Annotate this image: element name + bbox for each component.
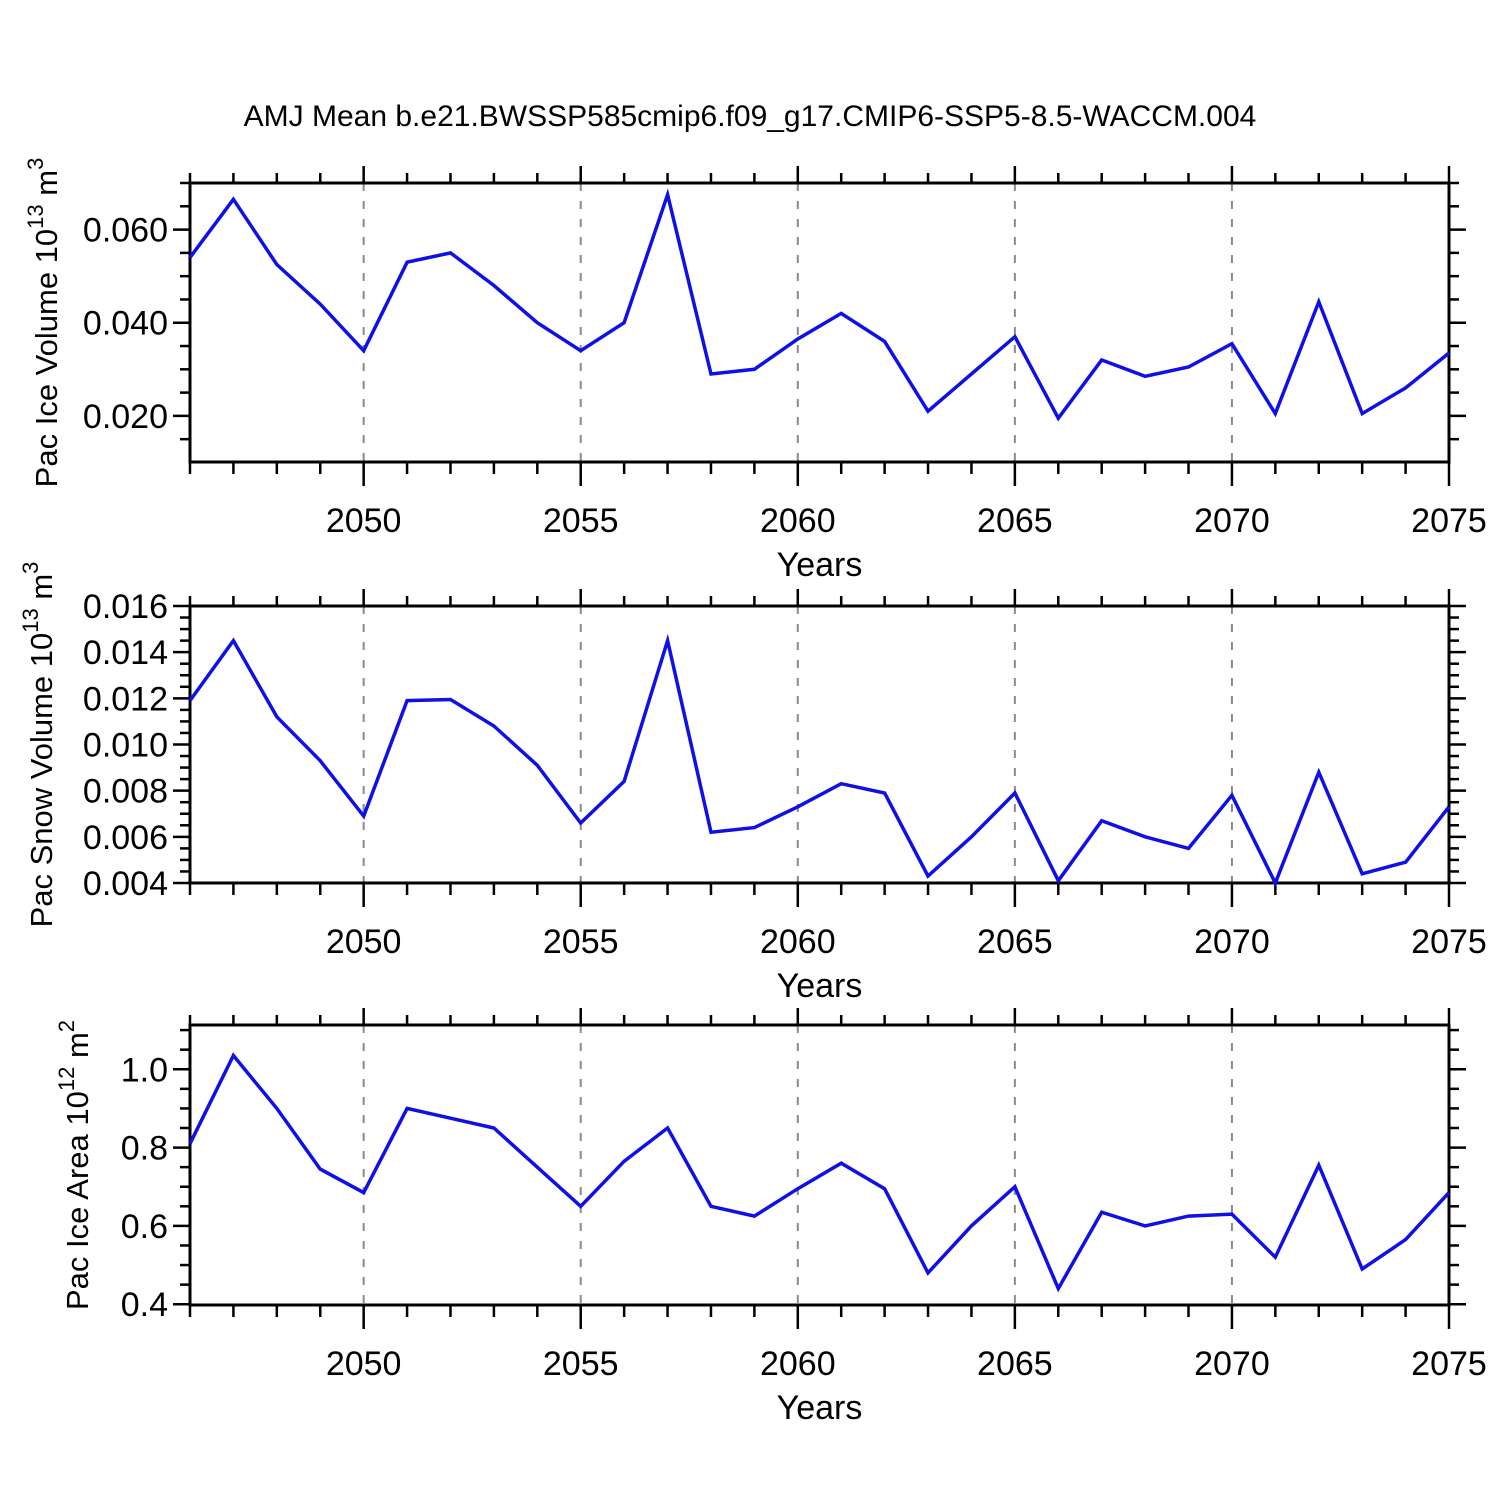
x-tick-label: 2055 [543,923,619,961]
pac-ice-volume-line [188,188,1451,422]
x-axis-title: Years [777,1389,863,1427]
y-tick-label: 0.4 [121,1286,168,1324]
x-tick-label: 2070 [1194,502,1270,540]
chart-title: AMJ Mean b.e21.BWSSP585cmip6.f09_g17.CMI… [244,100,1257,133]
x-tick-label: 2065 [977,923,1053,961]
x-axis-title: Years [777,967,863,1005]
plot-frame [188,604,1451,885]
y-axis-title: Pac Snow Volume 1013 m3 [18,562,59,928]
y-axis-title: Pac Ice Area 1012 m2 [54,1020,95,1310]
panel-pac-snow-volume: 0.004 0.006 0.008 0.010 0.012 0.014 0.016 2050 2… [18,562,1487,1005]
x-tick-label: 2075 [1411,1345,1487,1383]
panel-pac-ice-volume: 0.020 0.040 0.060 2050 2055 2060 2065 2070 2075 Y… [23,158,1487,584]
x-tick-label: 2060 [760,923,836,961]
x-tick-label: 2070 [1194,923,1270,961]
y-tick-label: 0.012 [83,680,168,718]
x-tick-label: 2065 [977,1345,1053,1383]
y-tick-label: 0.8 [121,1130,168,1168]
x-tick-label: 2070 [1194,1345,1270,1383]
x-tick-label: 2065 [977,502,1053,540]
x-tick-label: 2050 [326,502,402,540]
y-tick-label: 0.040 [83,305,168,343]
y-tick-label: 0.020 [83,398,168,436]
x-tick-label: 2075 [1411,923,1487,961]
y-tick-label: 0.014 [83,634,168,672]
plot-frame [188,1023,1451,1307]
y-tick-label: 1.0 [121,1051,168,1089]
y-tick-label: 0.008 [83,773,168,811]
pac-snow-volume-line [188,633,1451,888]
x-tick-label: 2050 [326,1345,402,1383]
panel-pac-ice-area: 0.4 0.6 0.8 1.0 2050 2055 2060 2065 2070 2075 Year… [54,1008,1487,1427]
y-tick-label: 0.004 [83,865,168,903]
plot-frame [188,181,1451,464]
x-tick-label: 2055 [543,1345,619,1383]
y-axis-title: Pac Ice Volume 1013 m3 [23,158,64,488]
x-tick-label: 2060 [760,1345,836,1383]
panels-group: 0.020 0.040 0.060 2050 2055 2060 2065 2070 2075 Y… [18,158,1487,1427]
y-tick-label: 0.6 [121,1208,168,1246]
y-tick-label: 0.060 [83,212,168,250]
y-tick-label: 0.010 [83,727,168,765]
x-tick-label: 2050 [326,923,402,961]
x-tick-label: 2075 [1411,502,1487,540]
x-tick-label: 2060 [760,502,836,540]
x-tick-label: 2055 [543,502,619,540]
y-tick-label: 0.006 [83,819,168,857]
pac-ice-area-line [188,1052,1451,1293]
y-tick-label: 0.016 [83,588,168,626]
x-axis-title: Years [777,546,863,584]
